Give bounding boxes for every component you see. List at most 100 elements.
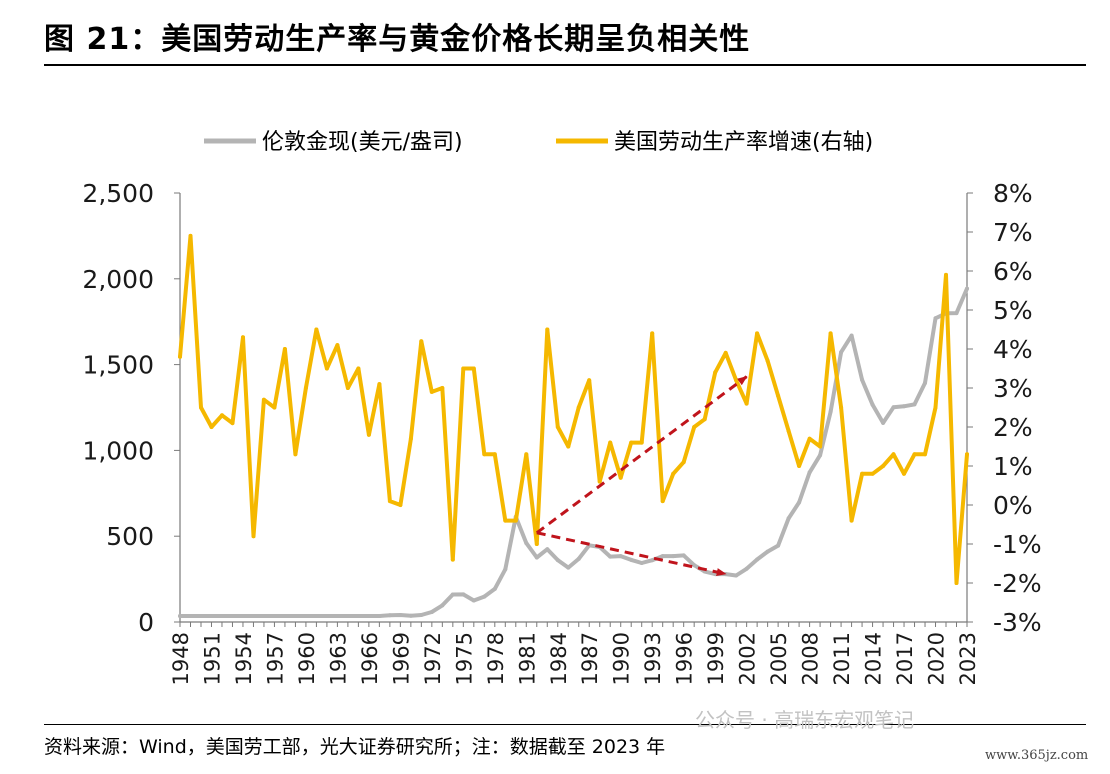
gold-price-point	[545, 547, 550, 552]
gold-price-point	[681, 553, 686, 558]
x-tick-label: 1972	[421, 632, 445, 685]
gold-price-point	[776, 543, 781, 548]
x-tick-label: 2020	[925, 632, 949, 685]
watermark-url: www.365jz.com	[985, 748, 1089, 763]
gold-price-point	[429, 610, 434, 614]
productivity-point	[188, 233, 193, 238]
y-right-tick-label: 7%	[993, 218, 1033, 247]
gold-price-point	[482, 594, 487, 599]
productivity-point	[576, 405, 581, 410]
gold-price-point	[608, 554, 613, 559]
gold-price-point	[303, 614, 308, 618]
gold-price-point	[440, 603, 445, 608]
annotation-layer	[535, 375, 748, 576]
gold-price-point	[965, 286, 969, 291]
productivity-point	[461, 366, 466, 371]
productivity-point	[272, 405, 277, 410]
gold-price-point	[660, 554, 665, 559]
productivity-point	[282, 347, 287, 351]
title-divider	[44, 64, 1086, 66]
productivity-point	[545, 327, 550, 332]
gold-price-point	[220, 614, 224, 618]
gold-price-point	[272, 614, 277, 618]
gold-price-point	[860, 377, 865, 382]
productivity-point	[398, 503, 403, 507]
productivity-point	[209, 425, 214, 429]
productivity-point	[891, 452, 896, 457]
productivity-point	[713, 370, 718, 375]
x-tick-label: 2008	[799, 632, 823, 685]
y-right-tick-label: 2%	[993, 413, 1033, 442]
gold-price-point	[314, 614, 319, 618]
productivity-point	[618, 475, 623, 480]
x-tick-label: 1993	[641, 632, 665, 685]
productivity-point	[629, 440, 634, 445]
x-tick-label: 1978	[484, 632, 508, 685]
x-tick-label: 1984	[547, 632, 571, 685]
gold-price-point	[188, 614, 193, 618]
productivity-growth-line	[178, 233, 969, 585]
source-note: 资料来源：Wind，美国劳工部，光大证券研究所；注：数据截至 2023 年	[44, 736, 666, 758]
y-left-tick-label: 0	[138, 608, 154, 637]
productivity-point	[860, 471, 865, 476]
productivity-point	[261, 397, 266, 402]
productivity-point	[933, 405, 938, 410]
productivity-point	[503, 518, 508, 523]
productivity-point	[818, 444, 823, 449]
trend-arrow-down	[536, 531, 727, 576]
y-left-tick-label: 1,500	[82, 351, 154, 380]
y-right-tick-label: -1%	[993, 530, 1042, 559]
productivity-point	[692, 425, 697, 429]
x-tick-label: 1969	[389, 632, 413, 685]
productivity-point	[534, 542, 539, 546]
gold-price-point	[419, 613, 424, 617]
gold-price-point	[261, 614, 266, 618]
gold-price-point	[797, 500, 802, 505]
y-left-tick-label: 2,500	[82, 179, 154, 208]
x-tick-label: 1951	[200, 632, 224, 685]
gold-price-point	[828, 409, 833, 414]
x-tick-label: 1987	[578, 632, 602, 685]
productivity-point	[450, 557, 455, 562]
x-tick-label: 1954	[232, 632, 256, 685]
productivity-point	[954, 581, 959, 585]
productivity-point	[839, 405, 844, 410]
productivity-point	[923, 452, 927, 457]
x-tick-label: 1990	[610, 632, 634, 685]
productivity-point	[681, 460, 686, 465]
x-tick-label: 1981	[515, 632, 539, 685]
x-tick-label: 2014	[862, 632, 886, 685]
productivity-point	[366, 432, 371, 437]
trend-arrow-up	[535, 375, 748, 534]
x-tick-label: 2005	[767, 632, 791, 685]
gold-price-point	[282, 614, 287, 618]
productivity-point	[639, 440, 644, 445]
gold-price-point	[555, 558, 560, 563]
gold-price-point	[408, 613, 413, 618]
gold-price-point	[199, 614, 203, 618]
productivity-point	[356, 366, 361, 371]
productivity-point	[324, 366, 329, 371]
gold-price-point	[881, 420, 886, 425]
gold-price-point	[241, 614, 245, 618]
gold-price-point	[734, 573, 739, 578]
gold-price-point	[902, 404, 906, 409]
gold-price-point	[492, 586, 497, 591]
productivity-point	[965, 452, 969, 457]
gold-price-point	[387, 613, 392, 618]
x-tick-label: 2011	[830, 632, 854, 685]
y-right-tick-label: 8%	[993, 179, 1033, 208]
gold-price-point	[230, 614, 235, 618]
productivity-point	[566, 444, 571, 449]
productivity-point	[555, 425, 560, 429]
productivity-point	[671, 471, 676, 476]
productivity-point	[293, 452, 298, 457]
productivity-point	[377, 382, 382, 387]
gold-price-line	[178, 286, 969, 618]
productivity-point	[944, 272, 948, 277]
gold-price-point	[398, 613, 403, 617]
productivity-point	[429, 389, 434, 394]
x-tick-label: 1999	[704, 632, 728, 685]
productivity-point	[387, 499, 392, 504]
